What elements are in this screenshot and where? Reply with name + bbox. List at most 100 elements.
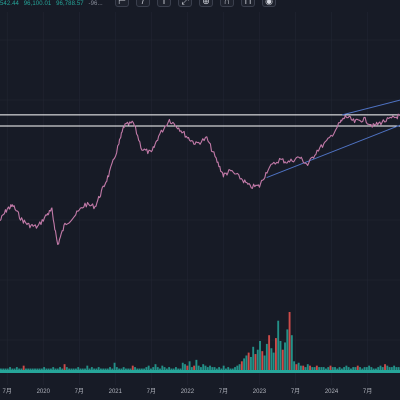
volume-bar [293, 361, 296, 370]
volume-bar [286, 329, 289, 370]
volume-bar [177, 368, 180, 370]
volume-bar [118, 368, 121, 370]
volume-bar [115, 367, 118, 370]
volume-bar [220, 368, 223, 370]
ohlc-change: -96... [88, 1, 103, 7]
drawing-toolbar: 542.44 96,100.01 96,788.57 -96... ⊢ / T ⤢ ⊕ ∩… [0, 0, 400, 12]
text-tool-icon[interactable]: T [157, 0, 171, 7]
volume-bar [231, 368, 234, 370]
volume-bar [0, 368, 2, 370]
volume-bar [170, 368, 173, 370]
volume-bar [152, 367, 155, 370]
volume-bar [245, 355, 248, 370]
ohlc-high: 96,100.01 [23, 1, 52, 7]
volume-bar [247, 352, 250, 370]
volume-bar [236, 365, 239, 370]
volume-bar [229, 368, 232, 370]
volume-bar [90, 367, 93, 370]
volume-bar [97, 367, 100, 370]
time-axis-tick-label: 2020 [37, 389, 51, 395]
volume-bar [54, 368, 57, 370]
volume-bar [65, 367, 68, 370]
volume-bar [190, 367, 193, 370]
volume-bar [131, 365, 134, 370]
volume-bar [102, 368, 105, 370]
volume-bar [156, 367, 159, 370]
volume-bar [184, 364, 186, 370]
volume-bar [254, 354, 257, 370]
volume-bar [318, 367, 321, 370]
volume-bar [368, 365, 371, 370]
volume-bar [343, 367, 346, 370]
volume-bar [243, 358, 246, 370]
volume-bar [306, 364, 309, 370]
volume-bar [377, 367, 380, 370]
volume-bar [284, 342, 286, 370]
volume-bar [288, 312, 291, 370]
volume-bar [356, 365, 359, 370]
measure-tool-icon[interactable]: ⤢ [178, 0, 192, 7]
volume-bar [370, 367, 373, 370]
volume-bar [354, 367, 357, 370]
volume-bar [197, 365, 200, 370]
volume-bar [336, 368, 339, 370]
volume-bar [6, 368, 9, 370]
volume-baseline [0, 370, 400, 373]
magnet-tool-icon[interactable]: ∩ [220, 0, 234, 7]
volume-bar [68, 368, 71, 370]
time-axis-tick-label: 2023 [253, 389, 267, 395]
price-line [0, 113, 400, 245]
volume-bar [327, 367, 330, 370]
volume-bar [38, 368, 41, 370]
time-axis-tick-label: 7月 [363, 388, 372, 395]
volume-bar [36, 368, 39, 370]
ohlc-open: 542.44 [0, 1, 19, 7]
volume-bar [18, 368, 21, 370]
volume-bar [204, 365, 207, 370]
eye-tool-icon[interactable]: ◉ [262, 0, 276, 7]
volume-bar [265, 343, 268, 370]
volume-bar [31, 368, 34, 370]
volume-bar [272, 352, 275, 370]
volume-bar [347, 367, 350, 370]
lock-tool-icon[interactable]: ⊓ [241, 0, 255, 7]
pan-tool-icon[interactable]: ⊢ [115, 0, 129, 7]
time-axis-tick-label: 2024 [325, 389, 339, 395]
volume-bar [165, 368, 168, 370]
volume-bar [9, 367, 11, 370]
time-axis-tick-label: 7月 [219, 388, 228, 395]
volume-bar [331, 367, 334, 370]
volume-bar [72, 368, 75, 370]
volume-bar [136, 368, 139, 370]
volume-bar [225, 368, 227, 370]
volume-bar [2, 368, 5, 370]
volume-bar [268, 335, 271, 370]
volume-bar [63, 364, 66, 370]
horizontal-levels[interactable] [0, 114, 400, 127]
volume-bar [186, 365, 189, 370]
volume-bar [125, 368, 127, 370]
volume-bar [77, 367, 80, 370]
volume-bar [88, 368, 91, 370]
volume-bar [259, 341, 261, 370]
volume-bar [338, 367, 341, 370]
ohlc-low: 96,788.57 [56, 1, 84, 7]
volume-bar [311, 367, 314, 370]
brush-tool-icon[interactable]: / [136, 0, 150, 7]
volume-bar [120, 368, 123, 370]
volume-bar [111, 368, 114, 370]
volume-bar [163, 367, 166, 370]
volume-bar [61, 368, 64, 370]
volume-bar [113, 362, 116, 370]
volume-bar [393, 365, 396, 370]
volume-bar [50, 368, 52, 370]
volume-bar [234, 367, 236, 370]
volume-bar [363, 367, 366, 370]
channel-trendlines[interactable] [266, 99, 400, 179]
volume-bar [193, 365, 196, 370]
channel-trendline[interactable] [342, 99, 400, 116]
channel-trendline[interactable] [266, 124, 400, 179]
volume-bar [295, 364, 298, 370]
zoom-tool-icon[interactable]: ⊕ [199, 0, 213, 7]
